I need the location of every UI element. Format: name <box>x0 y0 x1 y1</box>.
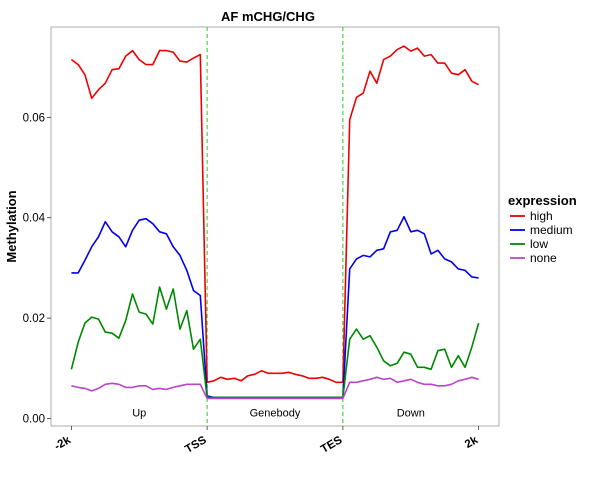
y-tick-label: 0.04 <box>23 213 46 225</box>
legend-label-high: high <box>530 209 553 223</box>
series-lines <box>70 45 480 400</box>
region-label: Down <box>397 407 425 419</box>
series-line-high <box>70 45 479 384</box>
y-axis: 0.00 0.02 0.04 0.06 <box>23 112 51 425</box>
y-tick-label: 0.02 <box>23 313 45 325</box>
x-tick-label: 2k <box>463 434 481 451</box>
legend-title: expression <box>508 193 577 208</box>
region-label: Genebody <box>250 407 301 419</box>
legend-label-low: low <box>530 237 548 251</box>
region-label: Up <box>132 407 146 419</box>
chart-title: AF mCHG/CHG <box>221 9 315 24</box>
legend-label-none: none <box>530 251 557 265</box>
region-labels: Up Genebody Down <box>132 407 425 419</box>
plot-panel <box>50 26 500 427</box>
series-line-low <box>70 286 480 399</box>
y-tick-label: 0.00 <box>23 413 45 425</box>
y-axis-label: Methylation <box>4 190 19 262</box>
legend-label-medium: medium <box>530 223 573 237</box>
y-tick-label: 0.06 <box>23 112 45 124</box>
series-line-none <box>71 376 479 400</box>
